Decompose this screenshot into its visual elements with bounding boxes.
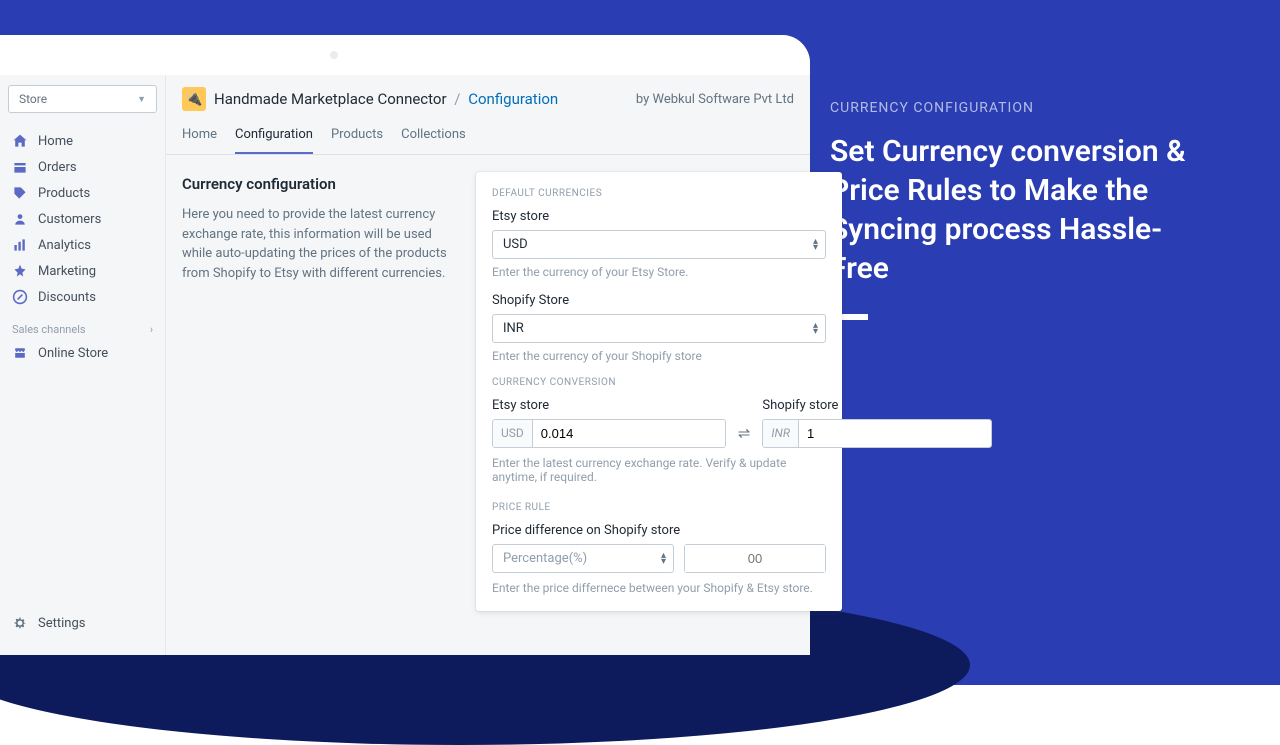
tab-home[interactable]: Home <box>182 119 217 154</box>
sidebar-item-discounts[interactable]: Discounts <box>0 284 165 310</box>
sales-channels-header: Sales channels › <box>0 315 165 340</box>
sidebar-item-analytics[interactable]: Analytics <box>0 232 165 258</box>
section-description: Here you need to provide the latest curr… <box>182 205 457 283</box>
select-caret-icon: ▴▾ <box>813 239 818 251</box>
sidebar-item-marketing[interactable]: Marketing <box>0 258 165 284</box>
conv-etsy-input[interactable] <box>533 420 725 447</box>
marketing-eyebrow: CURRENCY CONFIGURATION <box>830 100 1190 116</box>
conv-helper: Enter the latest currency exchange rate.… <box>492 456 826 484</box>
discounts-icon <box>12 289 28 305</box>
nav-label: Online Store <box>38 346 108 361</box>
app-icon: 🔌 <box>182 87 206 111</box>
price-helper: Enter the price differnece between your … <box>492 581 826 595</box>
conversion-label: CURRENCY CONVERSION <box>492 377 826 388</box>
sidebar-item-orders[interactable]: Orders <box>0 154 165 180</box>
chevron-right-icon[interactable]: › <box>150 323 153 336</box>
conv-etsy-input-group: USD <box>492 419 726 448</box>
etsy-currency-select[interactable]: USD ▴▾ <box>492 230 826 259</box>
marketing-icon <box>12 263 28 279</box>
browser-dot-icon <box>330 51 338 59</box>
conv-shopify-label: Shopify store <box>762 398 992 413</box>
marketing-heading: Set Currency conversion & Price Rules to… <box>830 132 1190 288</box>
price-type-value: Percentage(%) <box>492 544 674 573</box>
breadcrumb-page: Configuration <box>468 90 558 108</box>
app-header: 🔌 Handmade Marketplace Connector / Confi… <box>166 75 810 119</box>
conversion-etsy-group: Etsy store USD <box>492 398 726 448</box>
price-type-select[interactable]: Percentage(%) ▴▾ <box>492 544 674 573</box>
sidebar-item-home[interactable]: Home <box>0 128 165 154</box>
nav-label: Products <box>38 186 90 201</box>
marketing-panel: CURRENCY CONFIGURATION Set Currency conv… <box>830 100 1190 320</box>
conv-shopify-input[interactable] <box>799 420 991 447</box>
etsy-store-label: Etsy store <box>492 209 826 224</box>
nav-label: Marketing <box>38 264 96 279</box>
nav-list: Home Orders Products Customers Analytics <box>0 123 165 315</box>
tab-configuration[interactable]: Configuration <box>235 119 313 154</box>
tab-products[interactable]: Products <box>331 119 383 154</box>
caret-down-icon: ▼ <box>137 94 146 105</box>
analytics-icon <box>12 237 28 253</box>
sidebar-item-products[interactable]: Products <box>0 180 165 206</box>
section-title: Currency configuration <box>182 175 457 193</box>
home-icon <box>12 133 28 149</box>
price-value-input[interactable] <box>685 545 825 572</box>
sidebar-item-settings[interactable]: Settings <box>0 609 166 637</box>
section-intro: Currency configuration Here you need to … <box>182 175 457 283</box>
nav-label: Home <box>38 134 73 149</box>
sidebar-item-online-store[interactable]: Online Store <box>0 340 165 366</box>
conv-shopify-input-group: INR <box>762 419 992 448</box>
select-caret-icon: ▴▾ <box>661 553 666 565</box>
price-rule-label: PRICE RULE <box>492 502 826 513</box>
sidebar-item-customers[interactable]: Customers <box>0 206 165 232</box>
settings-label: Settings <box>38 616 85 631</box>
conv-etsy-label: Etsy store <box>492 398 726 413</box>
products-icon <box>12 185 28 201</box>
browser-chrome <box>0 35 810 75</box>
config-card: DEFAULT CURRENCIES Etsy store USD ▴▾ Ent… <box>476 172 842 611</box>
tab-collections[interactable]: Collections <box>401 119 466 154</box>
sales-label: Sales channels <box>12 323 86 336</box>
conv-shopify-currency: INR <box>763 420 799 447</box>
conversion-row: Etsy store USD ⇌ Shopify store INR <box>492 398 826 448</box>
shopify-currency-select[interactable]: INR ▴▾ <box>492 314 826 343</box>
customers-icon <box>12 211 28 227</box>
price-rule-row: Percentage(%) ▴▾ <box>492 544 826 573</box>
tab-bar: Home Configuration Products Collections <box>166 119 810 155</box>
shopify-store-label: Shopify Store <box>492 293 826 308</box>
price-value-wrap <box>684 544 826 573</box>
store-selector[interactable]: Store ▼ <box>8 85 157 113</box>
sidebar: Store ▼ Home Orders Products Cu <box>0 75 166 655</box>
default-currencies-label: DEFAULT CURRENCIES <box>492 188 826 199</box>
orders-icon <box>12 159 28 175</box>
price-diff-label: Price difference on Shopify store <box>492 523 826 538</box>
store-icon <box>12 345 28 361</box>
etsy-currency-value: USD <box>492 230 826 259</box>
store-label: Store <box>19 92 47 106</box>
exchange-icon: ⇌ <box>738 424 751 442</box>
shopify-currency-value: INR <box>492 314 826 343</box>
breadcrumb-separator: / <box>454 90 460 108</box>
shopify-helper: Enter the currency of your Shopify store <box>492 349 826 363</box>
breadcrumb: Handmade Marketplace Connector / Configu… <box>214 90 558 108</box>
nav-label: Analytics <box>38 238 91 253</box>
select-caret-icon: ▴▾ <box>813 323 818 335</box>
gear-icon <box>12 615 28 631</box>
developer-label: by Webkul Software Pvt Ltd <box>636 92 794 107</box>
nav-label: Discounts <box>38 290 96 305</box>
app-name: Handmade Marketplace Connector <box>214 90 447 108</box>
nav-label: Customers <box>38 212 101 227</box>
conv-etsy-currency: USD <box>493 420 533 447</box>
conversion-shopify-group: Shopify store INR <box>762 398 992 448</box>
etsy-helper: Enter the currency of your Etsy Store. <box>492 265 826 279</box>
nav-label: Orders <box>38 160 77 175</box>
